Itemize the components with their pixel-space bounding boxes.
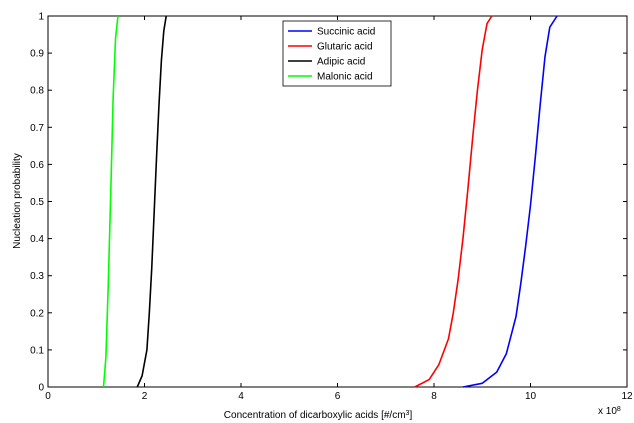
x-tick-label: 6 — [335, 391, 341, 402]
y-tick-label: 1 — [38, 12, 44, 23]
y-axis-label: Nucleation probability — [12, 153, 23, 249]
x-axis-label: Concentration of dicarboxylic acids [#/c… — [224, 410, 413, 422]
x-axis-ticks: 0 2 4 6 8 10 12 — [45, 16, 633, 402]
series-line-glutaric-acid — [414, 15, 493, 388]
x-tick-label: 10 — [525, 391, 537, 402]
y-tick-label: 0.1 — [30, 345, 44, 356]
series-line-adipic-acid — [136, 15, 167, 388]
y-tick-label: 0.7 — [30, 123, 44, 134]
x-tick-label: 2 — [142, 391, 148, 402]
series-line-malonic-acid — [102, 15, 119, 388]
x-tick-label: 4 — [238, 391, 244, 402]
y-tick-label: 0.8 — [30, 86, 44, 97]
x-tick-label: 0 — [45, 391, 51, 402]
x-tick-label: 12 — [621, 391, 633, 402]
legend: Succinic acid Glutaric acid Adipic acid Mal… — [282, 20, 392, 87]
y-tick-label: 0.2 — [30, 308, 44, 319]
legend-label: Succinic acid — [317, 27, 375, 38]
y-axis-ticks: 0 0.1 0.2 0.3 0.4 0.5 0.6 0.7 0.8 0.9 1 — [30, 12, 627, 394]
legend-box — [282, 20, 392, 87]
y-tick-label: 0.5 — [30, 197, 44, 208]
x-axis-multiplier: x 108 — [598, 406, 621, 418]
y-tick-label: 0.4 — [30, 234, 44, 245]
y-tick-label: 0.9 — [30, 49, 44, 60]
legend-label: Malonic acid — [317, 72, 373, 83]
x-tick-label: 8 — [431, 391, 437, 402]
legend-label: Adipic acid — [317, 57, 365, 68]
y-tick-label: 0.6 — [30, 160, 44, 171]
y-tick-label: 0 — [38, 383, 44, 394]
series-lines — [102, 15, 558, 388]
series-line-succinic-acid — [462, 15, 558, 388]
legend-label: Glutaric acid — [317, 42, 373, 53]
y-tick-label: 0.3 — [30, 271, 44, 282]
